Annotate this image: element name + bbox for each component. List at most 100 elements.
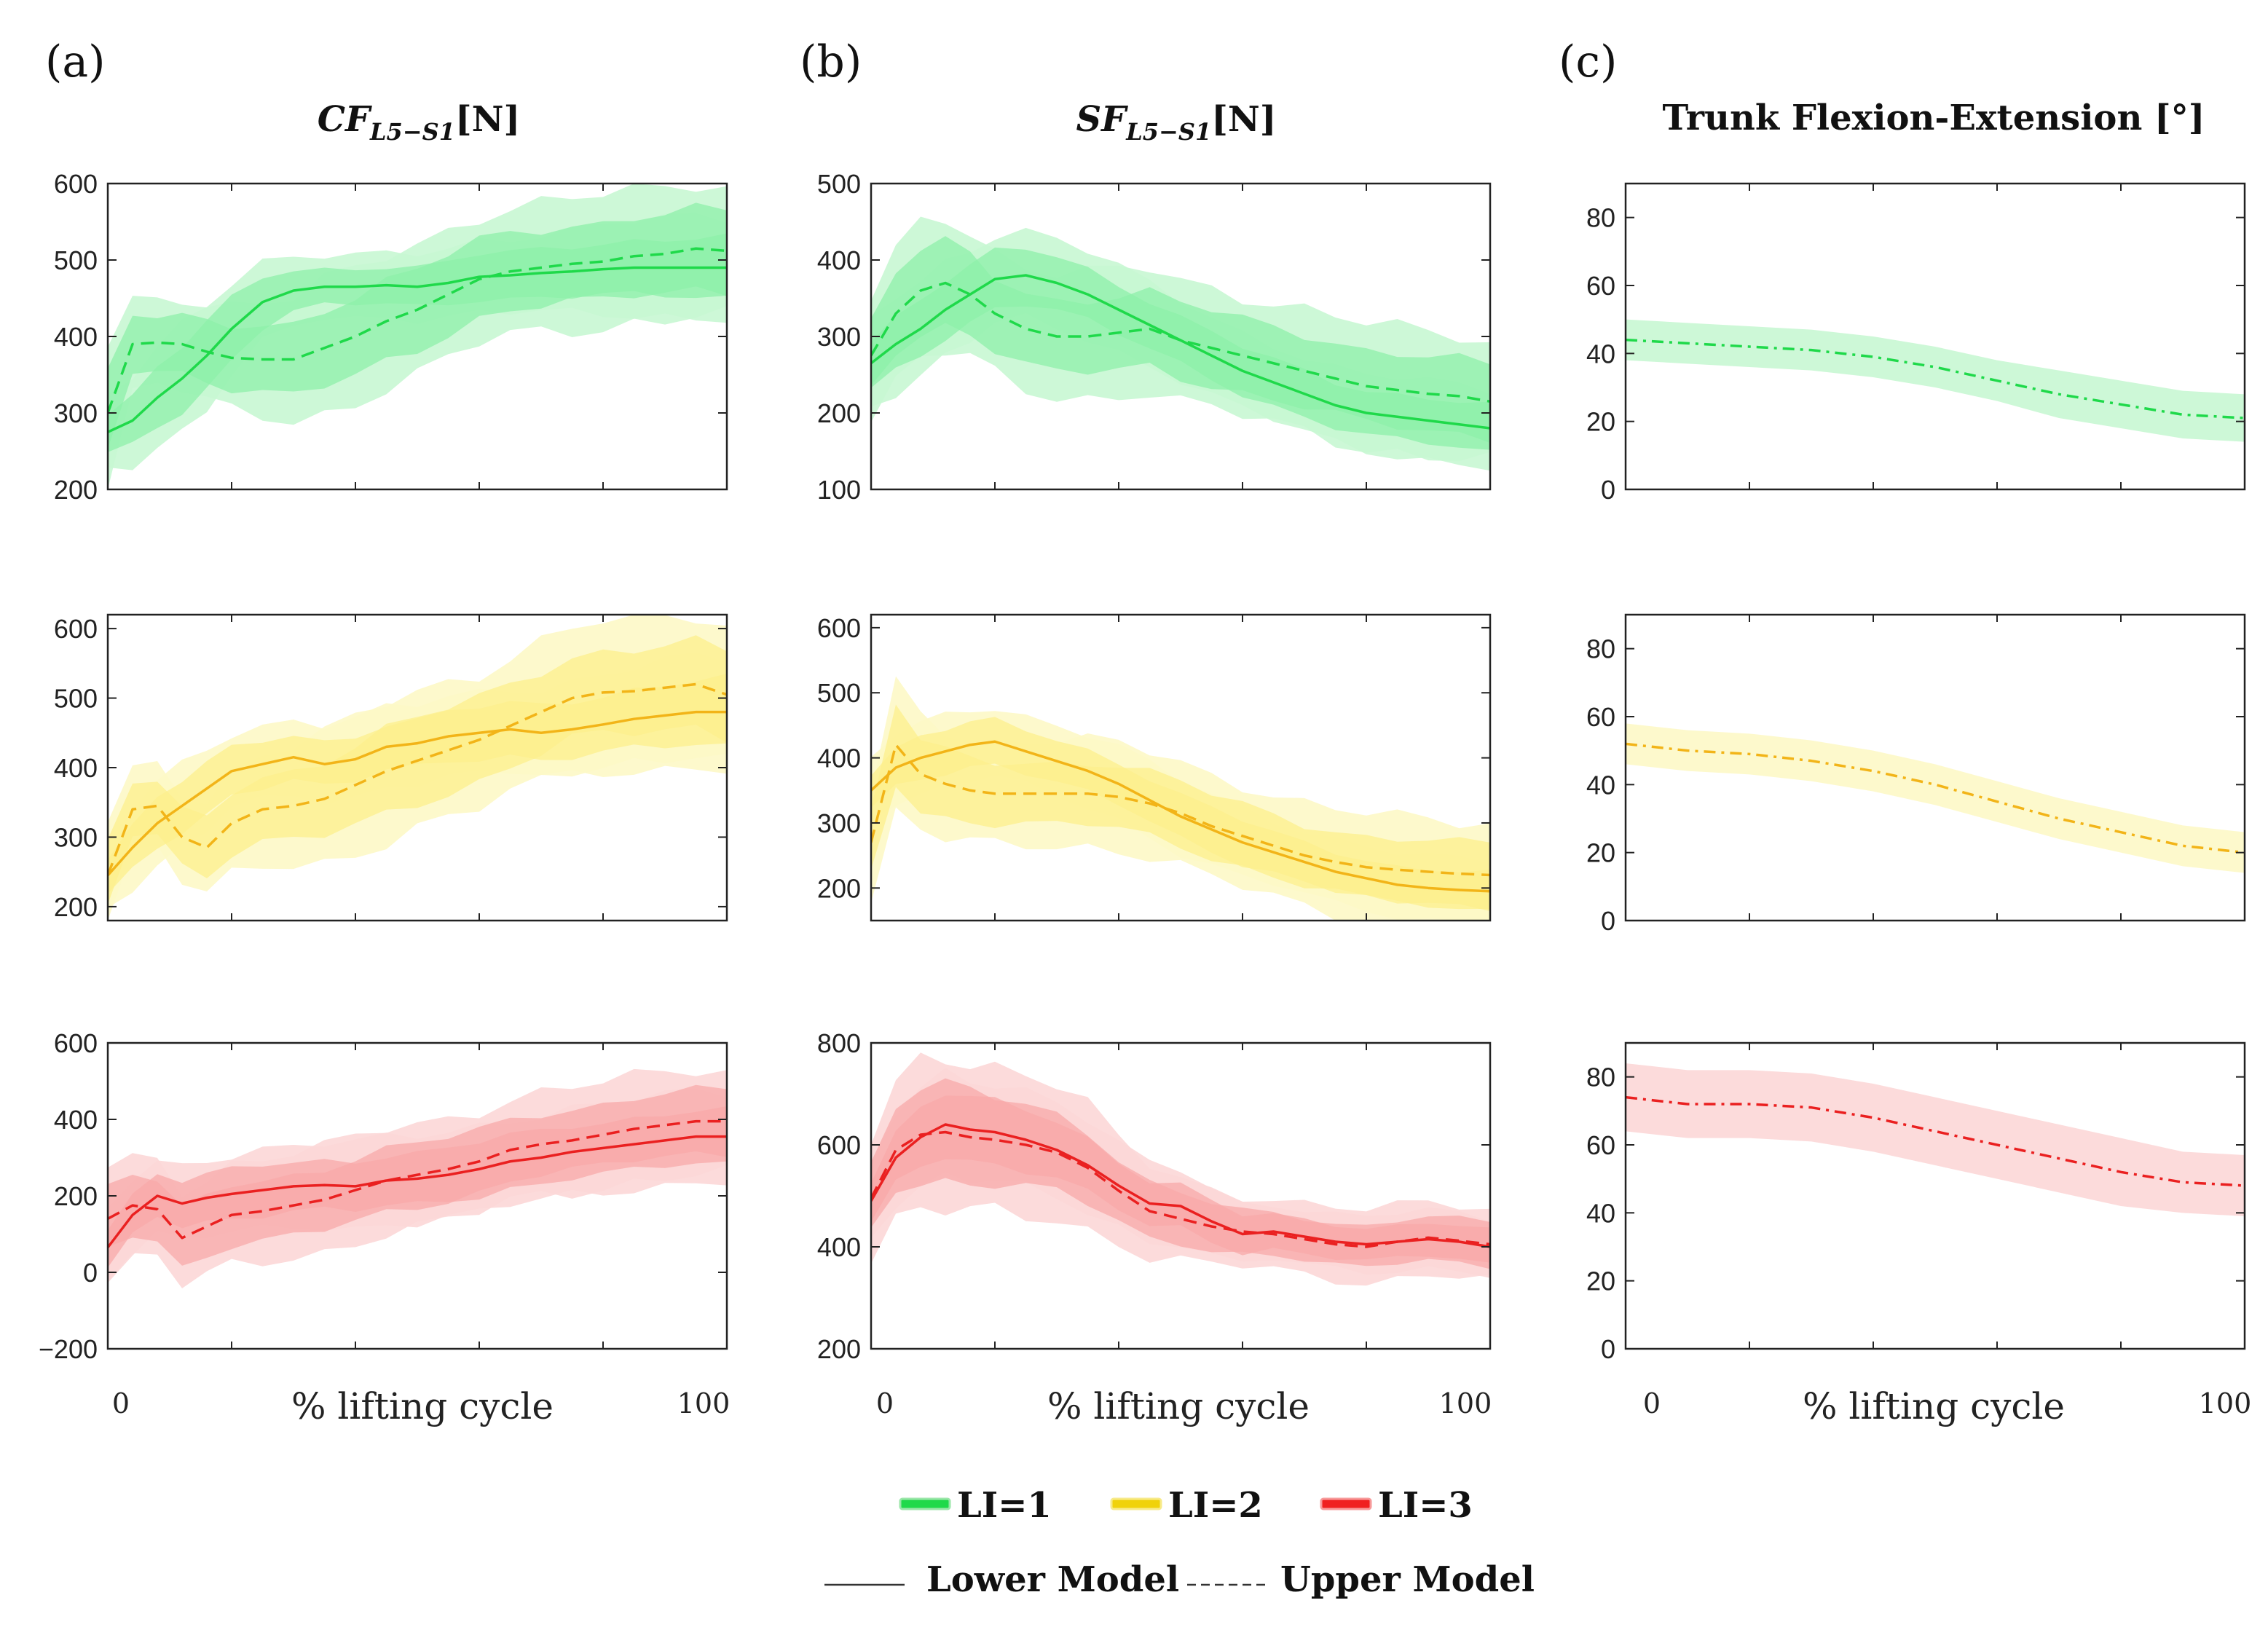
axes-frame xyxy=(1624,1041,2246,1350)
y-tick-label: 0 xyxy=(1601,906,1615,936)
y-tick-label: 40 xyxy=(1586,770,1615,800)
x-end-label-c: 100 xyxy=(2199,1387,2252,1419)
chart-b-row3: 800 600 400 200 xyxy=(817,1028,1492,1364)
x-axis-label-b: % lifting cycle xyxy=(1047,1385,1310,1427)
band-group xyxy=(1626,319,2245,442)
y-tick-label: 400 xyxy=(54,322,98,352)
y-tick-label: 400 xyxy=(54,1105,98,1135)
column-title-cf-main: CF xyxy=(318,99,372,140)
chart-b-row2: 600 500 400 300 200 xyxy=(817,613,1492,922)
y-tick-label: 500 xyxy=(54,245,98,275)
series-line-lower-model xyxy=(871,274,1490,430)
band-group xyxy=(871,216,1490,471)
y-tick-label: 20 xyxy=(1586,1266,1615,1296)
y-tick-label: 500 xyxy=(817,678,861,708)
chart-c-row1: 80 60 40 20 0 xyxy=(1586,182,2246,505)
series-line-upper-model xyxy=(1626,742,2245,854)
sd-band-inner-upper-model xyxy=(871,1078,1490,1269)
y-tick-label: 600 xyxy=(54,614,98,644)
chart-a-row1: 600 500 400 300 200 xyxy=(54,169,728,505)
axes-frame xyxy=(1624,613,2246,922)
series-line-lower-model xyxy=(108,1135,727,1248)
y-tick-label: 800 xyxy=(817,1028,861,1058)
legend-swatch-li2 xyxy=(1110,1497,1162,1510)
legend-label-li3: LI=3 xyxy=(1378,1485,1473,1526)
legend-swatch-li3 xyxy=(1320,1497,1372,1510)
legend-upper-model-label: Upper Model xyxy=(1280,1559,1535,1600)
series-line-upper-model xyxy=(871,1130,1490,1248)
column-title-cf: CFL5−S1[N] xyxy=(318,99,521,146)
chart-a-row2: 600 500 400 300 200 xyxy=(54,613,728,922)
band-group xyxy=(871,1052,1490,1286)
column-title-sf-main: SF xyxy=(1076,99,1129,140)
y-tick-label: 40 xyxy=(1586,339,1615,369)
x-end-label-b: 100 xyxy=(1439,1387,1492,1419)
chart-b-row1: 500 400 300 200 100 xyxy=(817,169,1492,505)
y-tick-label: 200 xyxy=(817,873,861,903)
axes-frame xyxy=(870,613,1492,922)
legend-label-li1: LI=1 xyxy=(957,1485,1052,1526)
y-tick-label: 80 xyxy=(1586,634,1615,664)
x-axis-label-c: % lifting cycle xyxy=(1803,1385,2065,1427)
series-line-lower-model xyxy=(108,710,727,877)
series-line-upper-model xyxy=(108,247,727,414)
y-tick-label: 300 xyxy=(817,808,861,838)
x-start-label-b: 0 xyxy=(876,1387,894,1419)
column-title-trunk: Trunk Flexion-Extension [°] xyxy=(1663,98,2205,138)
series-line-lower-model xyxy=(108,266,727,433)
y-tick-label: 100 xyxy=(817,475,861,505)
y-tick-label: 500 xyxy=(54,684,98,714)
band-group xyxy=(108,184,727,489)
legend-lower-model-label: Lower Model xyxy=(926,1559,1179,1600)
y-tick-label: 200 xyxy=(54,892,98,922)
y-tick-label: 400 xyxy=(817,1232,861,1262)
sd-band-outer-upper-model xyxy=(1626,1063,2245,1216)
column-title-cf-unit: [N] xyxy=(455,99,520,140)
y-tick-label: 200 xyxy=(54,475,98,505)
column-title-sf-sub: L5−S1 xyxy=(1125,118,1211,146)
y-tick-label: 600 xyxy=(54,169,98,199)
y-tick-label: 600 xyxy=(817,1130,861,1160)
panel-letter-b: (b) xyxy=(800,36,862,87)
column-title-cf-sub: L5−S1 xyxy=(369,118,455,146)
panel-letter-a: (a) xyxy=(45,36,106,87)
band-group xyxy=(1626,723,2245,873)
legend: LI=1 LI=2 LI=3 Lower Model Upper Model xyxy=(824,1485,1535,1600)
series-line-upper-model xyxy=(871,743,1490,877)
x-start-label-c: 0 xyxy=(1643,1387,1661,1419)
sd-band-inner-upper-model xyxy=(871,704,1490,912)
sd-band-outer-upper-model xyxy=(1626,319,2245,442)
y-tick-label: 80 xyxy=(1586,1063,1615,1092)
legend-swatch-li1 xyxy=(899,1497,951,1510)
sd-band-outer-upper-model xyxy=(1626,723,2245,873)
band-group xyxy=(108,615,727,921)
y-tick-label: 0 xyxy=(83,1258,98,1288)
y-tick-label: 400 xyxy=(817,744,861,773)
axes-frame xyxy=(870,1041,1492,1350)
column-title-sf-unit: [N] xyxy=(1211,99,1276,140)
x-end-label-a: 100 xyxy=(677,1387,731,1419)
y-tick-label: 60 xyxy=(1586,1130,1615,1160)
y-tick-label: 0 xyxy=(1601,1334,1615,1364)
sd-band-inner-upper-model xyxy=(108,635,727,905)
band-group xyxy=(871,676,1490,921)
y-tick-label: 300 xyxy=(817,322,861,352)
y-tick-label: 600 xyxy=(54,1028,98,1058)
y-tick-label: 20 xyxy=(1586,407,1615,437)
series-line-lower-model xyxy=(871,1123,1490,1248)
legend-label-li2: LI=2 xyxy=(1168,1485,1263,1526)
band-group xyxy=(1626,1063,2245,1216)
chart-c-row2: 80 60 40 20 0 xyxy=(1586,613,2246,936)
y-tick-label: 0 xyxy=(1601,475,1615,505)
axes-frame xyxy=(1624,182,2246,491)
y-tick-label: 400 xyxy=(817,245,861,275)
y-tick-label: 60 xyxy=(1586,702,1615,732)
chart-c-row3: 80 60 40 20 0 xyxy=(1586,1041,2246,1364)
y-tick-label: 600 xyxy=(817,613,861,643)
y-tick-label: 40 xyxy=(1586,1198,1615,1228)
series-line-upper-model xyxy=(108,682,727,876)
column-title-sf: SFL5−S1[N] xyxy=(1076,99,1277,146)
y-tick-label: 200 xyxy=(817,398,861,428)
y-tick-label: 60 xyxy=(1586,271,1615,301)
y-tick-label: 80 xyxy=(1586,203,1615,233)
